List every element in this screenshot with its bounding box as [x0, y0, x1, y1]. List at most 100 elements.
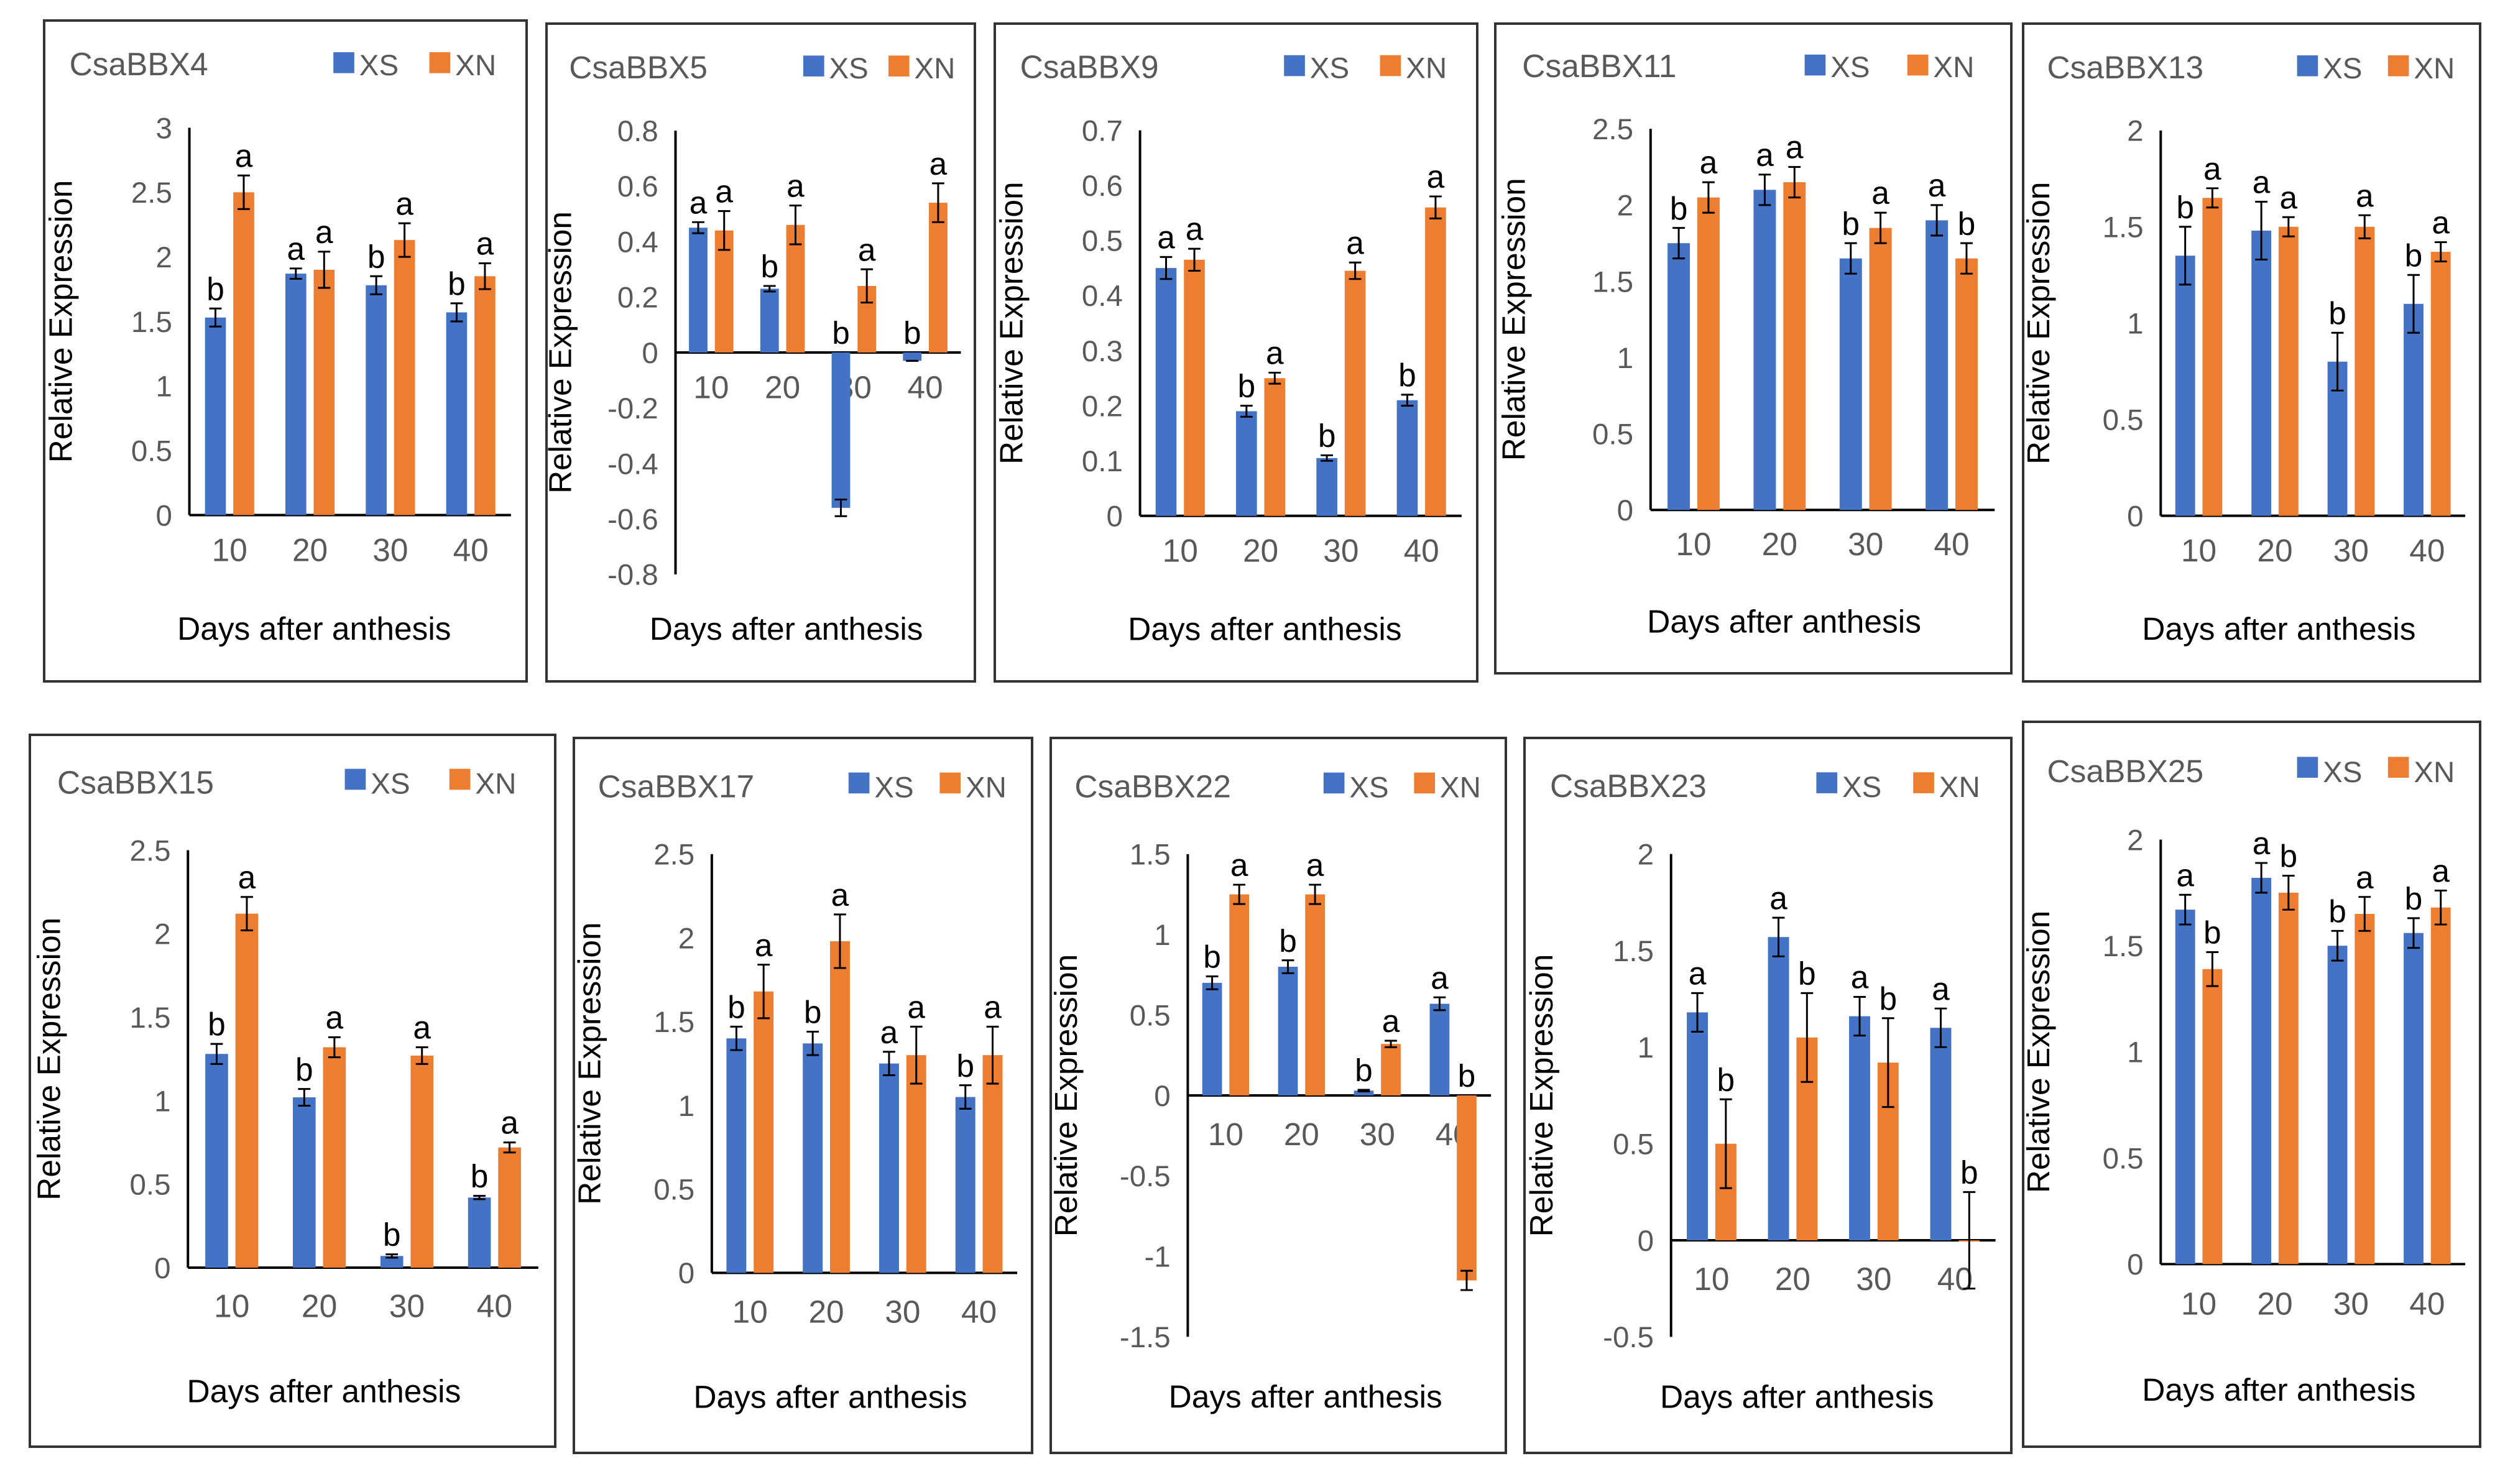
legend-swatch-xn [2387, 757, 2409, 778]
bar-xs-40 [955, 1097, 976, 1273]
significance-letter: a [2253, 164, 2271, 200]
significance-letter: b [804, 994, 822, 1030]
x-tick-label: 20 [765, 369, 800, 405]
bar-xs-20 [803, 1043, 823, 1273]
y-tick-label: 2 [678, 922, 694, 955]
significance-letter: b [1458, 1058, 1476, 1094]
bar-xs-20 [2251, 230, 2272, 516]
y-tick-label: 0.2 [1082, 390, 1123, 423]
x-tick-label: 30 [1848, 526, 1883, 562]
significance-letter: a [2432, 853, 2450, 889]
y-tick-label: 0.1 [1082, 445, 1123, 478]
y-axis-label: Relative Expression [1497, 178, 1531, 461]
y-tick-label: 0 [1154, 1080, 1170, 1113]
significance-letter: a [907, 989, 925, 1025]
legend-label-xs: XS [829, 52, 869, 85]
y-tick-label: -0.8 [607, 559, 658, 592]
chart-title: CsaBBX13 [2047, 49, 2204, 85]
y-tick-label: 0.5 [131, 435, 172, 468]
legend-swatch-xs [344, 768, 366, 790]
y-tick-label: 0 [1638, 1225, 1654, 1258]
significance-letter: a [413, 1010, 431, 1046]
y-tick-label: 1 [1154, 919, 1170, 952]
chart-panel-csabbx23: CsaBBX23 XS XN -0.5 0 0.5 1 1.5 2 Relative Expres… [1523, 737, 2013, 1454]
y-tick-label: 2.5 [131, 177, 172, 210]
significance-letter: a [2280, 179, 2298, 215]
y-tick-label: 0.5 [129, 1169, 170, 1202]
y-tick-label: 1 [2127, 308, 2143, 341]
x-axis-label: Days after anthesis [2142, 611, 2415, 647]
x-tick-label: 10 [732, 1293, 768, 1329]
significance-letter: b [295, 1051, 313, 1087]
bar-xs-10 [2175, 910, 2195, 1265]
x-tick-label: 20 [292, 532, 328, 568]
chart-title: CsaBBX11 [1522, 48, 1676, 84]
bar-xn-20 [830, 941, 850, 1273]
y-tick-label: 2.5 [1592, 113, 1633, 146]
y-tick-label: 2.5 [129, 834, 170, 867]
legend-swatch-xn [888, 55, 910, 76]
bar-xn-10 [714, 230, 734, 353]
significance-letter: a [1851, 959, 1869, 995]
legend-label-xn: XN [966, 772, 1007, 804]
legend-label-xs: XS [1842, 771, 1881, 804]
significance-letter: a [238, 859, 256, 895]
significance-letter: b [2405, 237, 2423, 273]
bar-xs-20 [1768, 937, 1789, 1241]
chart-title: CsaBBX9 [1020, 49, 1159, 85]
bar-xs-20 [293, 1097, 316, 1268]
significance-letter: a [1230, 847, 1248, 883]
significance-letter: a [1427, 159, 1445, 195]
y-tick-label: 3 [155, 112, 172, 145]
legend-swatch-xn [1380, 55, 1401, 76]
x-tick-label: 20 [2257, 532, 2292, 568]
significance-letter: a [1700, 144, 1718, 180]
bar-xs-40 [446, 312, 468, 515]
significance-letter: b [2328, 295, 2346, 331]
legend-swatch-xs [1804, 54, 1826, 76]
x-tick-label: 30 [2333, 1285, 2369, 1321]
significance-letter: b [1318, 417, 1336, 453]
y-tick-label: 0.5 [1592, 418, 1633, 451]
bar-xs-20 [2251, 877, 2272, 1265]
y-axis-label: Relative Expression [2024, 182, 2056, 464]
y-tick-label: 0 [154, 1252, 170, 1285]
y-tick-label: 1 [678, 1090, 694, 1123]
chart-panel-csabbx4: CsaBBX4 XS XN 0 0.5 1 1.5 2 2.5 3 Relative Express… [43, 19, 528, 683]
x-axis-label: Days after anthesis [1647, 604, 1921, 640]
significance-letter: a [880, 1014, 898, 1050]
chart-svg: CsaBBX13 XS XN 0 0.5 1 1.5 2 Relative Expression… [2024, 49, 2466, 647]
y-tick-label: -0.2 [607, 392, 658, 425]
legend-swatch-xn [449, 768, 471, 790]
bar-xn-30 [1869, 228, 1892, 510]
x-tick-label: 10 [214, 1288, 249, 1324]
x-tick-label: 10 [2181, 1285, 2216, 1321]
significance-letter: a [1157, 219, 1175, 256]
significance-letter: a [2203, 150, 2221, 187]
chart-svg: CsaBBX15 XS XN 0 0.5 1 1.5 2 2.5 Relative Express… [31, 764, 538, 1409]
y-tick-label: 0 [155, 499, 172, 532]
x-axis-label: Days after anthesis [650, 611, 923, 647]
x-tick-label: 20 [302, 1288, 337, 1324]
legend-swatch-xs [848, 772, 870, 794]
significance-letter: b [208, 1006, 226, 1042]
y-tick-label: 0.2 [617, 282, 658, 315]
significance-letter: a [476, 226, 494, 262]
y-tick-label: 1.5 [131, 306, 172, 339]
bar-xn-20 [2278, 892, 2299, 1265]
x-tick-label: 30 [1856, 1261, 1891, 1297]
bar-xs-10 [726, 1038, 747, 1273]
y-axis-label: Relative Expression [996, 182, 1029, 464]
y-tick-label: 1.5 [653, 1006, 694, 1039]
y-tick-label: 0.6 [617, 170, 658, 203]
x-tick-label: 30 [885, 1293, 920, 1329]
x-tick-label: 40 [453, 532, 489, 568]
significance-letter: a [2253, 825, 2271, 861]
y-tick-label: 2 [154, 918, 170, 951]
y-tick-label: 0.5 [1082, 225, 1123, 258]
chart-svg: CsaBBX4 XS XN 0 0.5 1 1.5 2 2.5 3 Relative Express… [45, 46, 511, 647]
bar-xn-20 [2278, 226, 2299, 516]
y-tick-label: 0.4 [1082, 280, 1123, 313]
significance-letter: b [1842, 205, 1860, 241]
bar-xs-40 [2404, 303, 2424, 516]
